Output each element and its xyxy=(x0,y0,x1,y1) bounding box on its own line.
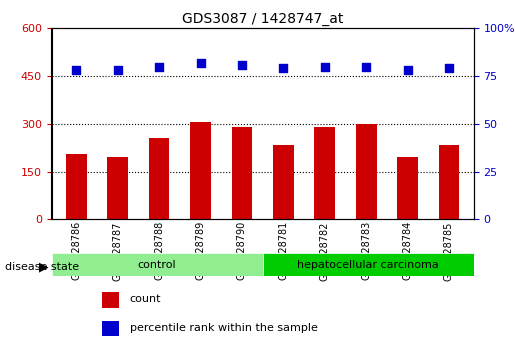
Text: GSM228785: GSM228785 xyxy=(444,221,454,280)
Point xyxy=(114,68,122,73)
Point xyxy=(72,68,80,73)
Text: GSM228787: GSM228787 xyxy=(113,221,123,280)
Text: ▶: ▶ xyxy=(39,261,48,274)
Bar xyxy=(190,122,211,219)
Bar xyxy=(397,157,418,219)
Text: GSM228786: GSM228786 xyxy=(72,221,81,280)
Text: hepatocellular carcinoma: hepatocellular carcinoma xyxy=(297,259,439,270)
Title: GDS3087 / 1428747_at: GDS3087 / 1428747_at xyxy=(182,12,344,26)
Bar xyxy=(66,154,87,219)
Text: GSM228788: GSM228788 xyxy=(154,221,164,280)
Point xyxy=(321,64,329,69)
Bar xyxy=(439,144,459,219)
Text: count: count xyxy=(130,295,161,304)
Text: GSM228782: GSM228782 xyxy=(320,221,330,280)
Bar xyxy=(273,144,294,219)
Text: disease state: disease state xyxy=(5,262,79,272)
Text: GSM228781: GSM228781 xyxy=(278,221,288,280)
Point xyxy=(403,68,411,73)
Point xyxy=(362,64,370,69)
Point xyxy=(445,65,453,71)
Point xyxy=(196,60,204,65)
Text: GSM228784: GSM228784 xyxy=(403,221,413,280)
Point xyxy=(238,62,246,68)
Bar xyxy=(102,292,119,308)
Point xyxy=(155,64,163,69)
FancyBboxPatch shape xyxy=(263,253,474,276)
Point xyxy=(279,65,287,71)
Bar xyxy=(314,127,335,219)
Bar xyxy=(108,157,128,219)
Text: percentile rank within the sample: percentile rank within the sample xyxy=(130,323,318,333)
FancyBboxPatch shape xyxy=(52,253,263,276)
Text: GSM228783: GSM228783 xyxy=(361,221,371,280)
Text: GSM228790: GSM228790 xyxy=(237,221,247,280)
Text: GSM228789: GSM228789 xyxy=(196,221,205,280)
Bar xyxy=(356,124,376,219)
Bar xyxy=(149,138,169,219)
Text: control: control xyxy=(138,259,176,270)
Bar xyxy=(102,320,119,336)
Bar xyxy=(232,127,252,219)
